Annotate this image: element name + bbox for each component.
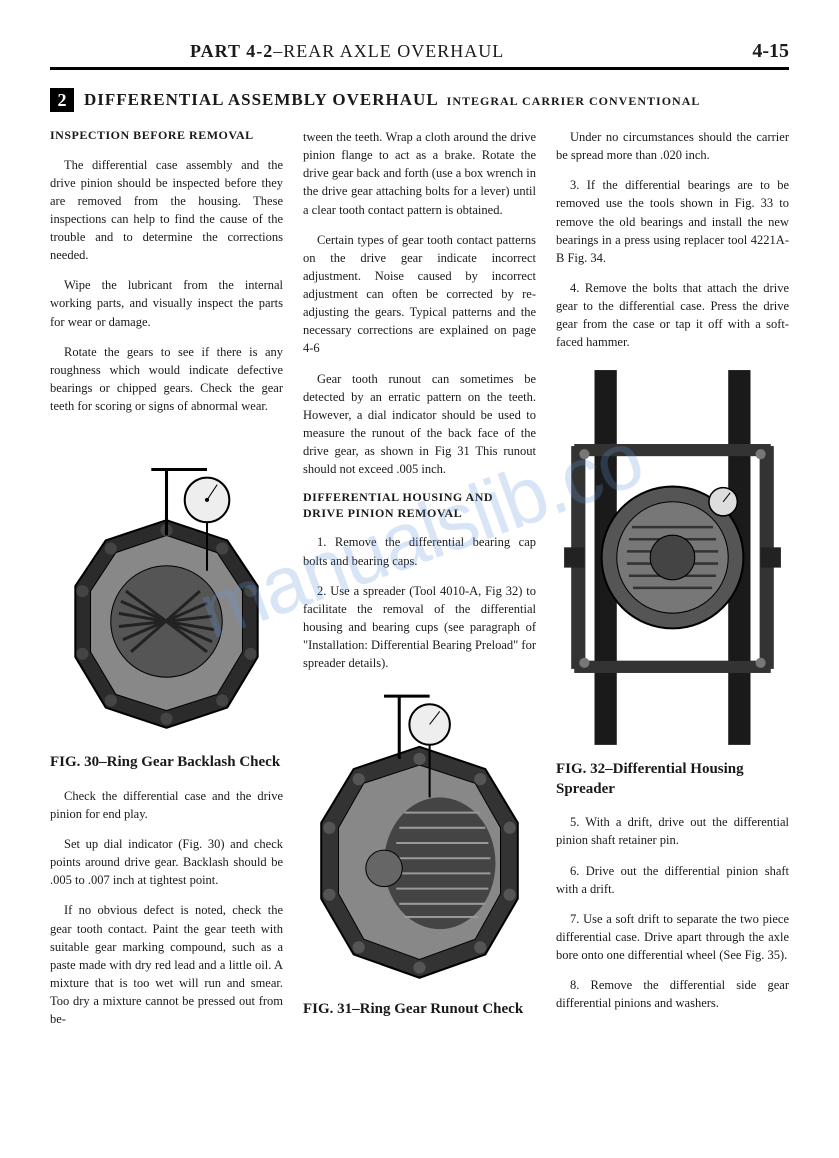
fig32-caption: FIG. 32–Differential Housing Spreader: [556, 760, 789, 799]
body-text: 7. Use a soft drift to separate the two …: [556, 910, 789, 964]
column-2: tween the teeth. Wrap a cloth around the…: [303, 128, 536, 1040]
body-text: Under no circumstances should the carrie…: [556, 128, 789, 164]
body-text: If no obvious defect is noted, check the…: [50, 901, 283, 1028]
body-text: 3. If the differential bearings are to b…: [556, 176, 789, 267]
section-heading: 2 DIFFERENTIAL ASSEMBLY OVERHAUL INTEGRA…: [50, 88, 789, 112]
body-text: 4. Remove the bolts that attach the driv…: [556, 279, 789, 352]
page-header: PART 4-2–REAR AXLE OVERHAUL 4-15: [50, 40, 789, 70]
body-text: Certain types of gear tooth contact patt…: [303, 231, 536, 358]
figure-32: [556, 365, 789, 750]
body-text: Rotate the gears to see if there is any …: [50, 343, 283, 416]
body-text: tween the teeth. Wrap a cloth around the…: [303, 128, 536, 219]
subhead-inspection: INSPECTION BEFORE REMOVAL: [50, 128, 283, 144]
content-columns: INSPECTION BEFORE REMOVAL The differenti…: [50, 128, 789, 1040]
column-3: Under no circumstances should the carrie…: [556, 128, 789, 1040]
fig32-illustration: [556, 365, 789, 750]
fig30-illustration: [50, 429, 283, 743]
part-rest: –REAR AXLE OVERHAUL: [273, 41, 504, 61]
column-1: INSPECTION BEFORE REMOVAL The differenti…: [50, 128, 283, 1040]
body-text: The differential case assembly and the d…: [50, 156, 283, 265]
figure-30: [50, 429, 283, 743]
fig31-illustration: [303, 686, 536, 990]
body-text: 6. Drive out the differential pinion sha…: [556, 862, 789, 898]
header-title: PART 4-2–REAR AXLE OVERHAUL: [190, 41, 504, 62]
body-text: Set up dial indicator (Fig. 30) and chec…: [50, 835, 283, 889]
section-number-box: 2: [50, 88, 74, 112]
section-title-sub: INTEGRAL CARRIER CONVENTIONAL: [447, 94, 701, 108]
fig30-caption: FIG. 30–Ring Gear Backlash Check: [50, 753, 283, 773]
body-text: Gear tooth runout can sometimes be detec…: [303, 370, 536, 479]
figure-31: [303, 686, 536, 990]
body-text: Wipe the lubricant from the internal wor…: [50, 276, 283, 330]
section-title-main: DIFFERENTIAL ASSEMBLY OVERHAUL: [84, 90, 439, 109]
body-text: Check the differential case and the driv…: [50, 787, 283, 823]
body-text: 8. Remove the differential side gear dif…: [556, 976, 789, 1012]
body-text: 2. Use a spreader (Tool 4010-A, Fig 32) …: [303, 582, 536, 673]
page-number: 4-15: [752, 40, 789, 63]
body-text: 1. Remove the differential bearing cap b…: [303, 533, 536, 569]
fig31-caption: FIG. 31–Ring Gear Runout Check: [303, 1000, 536, 1020]
body-text: 5. With a drift, drive out the different…: [556, 813, 789, 849]
part-bold: PART 4-2: [190, 41, 273, 61]
subhead-removal: DIFFERENTIAL HOUSING AND DRIVE PINION RE…: [303, 490, 536, 521]
